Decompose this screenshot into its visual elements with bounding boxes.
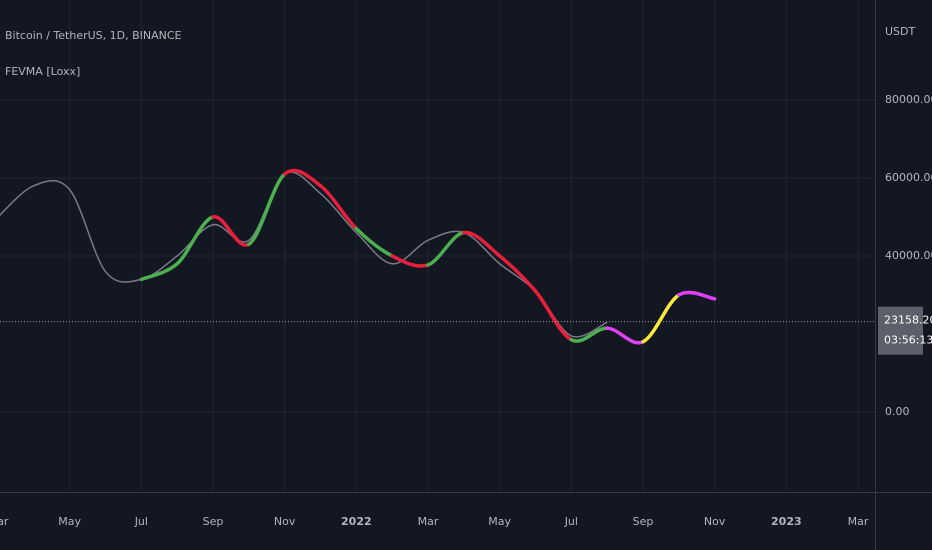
y-tick-label: 40000.00 [885, 249, 932, 262]
countdown-label: 03:56:13 [884, 334, 932, 347]
indicator-segment [139, 262, 179, 282]
indicator-segment [605, 326, 645, 345]
indicator-segment [497, 254, 538, 293]
x-tick-label: Jul [564, 515, 578, 528]
indicator-segment [533, 289, 574, 342]
indicator-segment [677, 290, 717, 301]
indicator-segment [354, 226, 394, 258]
x-tick-label: Nov [704, 515, 726, 528]
indicator-segment [569, 326, 609, 343]
indicator-segment [462, 230, 502, 258]
x-tick-label: Mar [0, 515, 9, 528]
last-price-label: 23158.20 [884, 314, 932, 327]
y-unit: USDT [885, 25, 916, 38]
indicator-segment [282, 168, 323, 188]
y-tick-label: 80000.00 [885, 93, 932, 106]
indicator-segment [318, 183, 359, 231]
indicator-segment [426, 230, 466, 267]
x-tick-label: Jul [134, 515, 148, 528]
plot-area [0, 0, 875, 492]
indicator-segment [175, 215, 215, 266]
y-tick-label: 60000.00 [885, 171, 932, 184]
price-line [0, 171, 608, 338]
x-tick-label: May [58, 515, 81, 528]
indicator-segment [211, 215, 251, 247]
x-tick-label: Nov [274, 515, 296, 528]
legend-indicator: FEVMA [Loxx] [5, 65, 80, 78]
x-tick-label: May [488, 515, 511, 528]
indicator-segment [641, 293, 681, 344]
indicator-segment [247, 172, 287, 246]
y-tick-label: 0.00 [885, 405, 910, 418]
x-tick-label: Mar [418, 515, 439, 528]
x-tick-label: Mar [848, 515, 869, 528]
price-label-box [878, 306, 923, 355]
indicator-segment [390, 254, 430, 268]
x-tick-label: Sep [633, 515, 654, 528]
legend-main: Bitcoin / TetherUS, 1D, BINANCE [5, 29, 182, 42]
x-tick-label: 2022 [341, 515, 372, 528]
x-tick-label: 2023 [771, 515, 802, 528]
x-tick-label: Sep [203, 515, 224, 528]
